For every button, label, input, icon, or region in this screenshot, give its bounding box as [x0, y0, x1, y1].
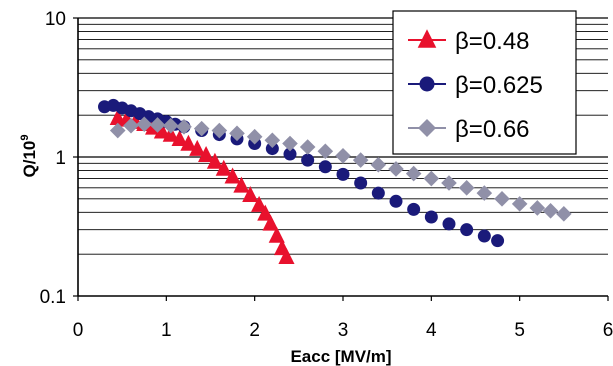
data-point-diamond [136, 116, 153, 133]
data-point-triangle [206, 152, 223, 169]
x-tick-label: 0 [73, 320, 84, 341]
data-point-diamond [542, 203, 559, 219]
data-point-diamond [441, 175, 457, 191]
data-point-circle [442, 217, 456, 231]
data-point-triangle [233, 176, 250, 193]
data-point-diamond [370, 156, 387, 173]
data-point-diamond [317, 143, 334, 160]
data-point-diamond [511, 196, 528, 212]
data-point-triangle [180, 134, 197, 151]
series-diamond [109, 116, 572, 222]
data-point-diamond [211, 122, 228, 139]
data-point-diamond [405, 165, 422, 182]
x-tick-label: 4 [426, 320, 437, 341]
data-point-triangle [251, 195, 268, 212]
x-tick-label: 1 [161, 320, 172, 341]
y-axis-title-base: Q/10 [20, 141, 39, 178]
legend-label-circle: β=0.625 [455, 72, 543, 99]
data-point-diamond [352, 152, 369, 168]
data-point-triangle [257, 204, 274, 221]
data-point-triangle [242, 186, 259, 203]
data-point-circle [354, 176, 368, 190]
data-point-circle [371, 186, 385, 200]
data-point-diamond [229, 125, 245, 142]
y-tick-label: 0.1 [40, 287, 66, 308]
data-point-diamond [335, 148, 351, 164]
data-point-triangle [224, 167, 241, 184]
data-point-triangle [189, 139, 206, 156]
data-point-diamond [264, 132, 281, 149]
y-tick-label: 10 [45, 9, 66, 30]
data-point-circle [491, 234, 505, 248]
data-point-diamond [123, 117, 139, 134]
axis-ticks: 0 1 2 3 4 5 6 0.1 1 10 [40, 9, 613, 341]
data-point-diamond [193, 120, 210, 137]
y-tick-label: 1 [55, 148, 66, 169]
data-point-triangle [262, 214, 279, 231]
data-point-triangle [215, 159, 232, 176]
data-point-circle [283, 147, 297, 161]
data-point-circle [336, 167, 350, 181]
data-point-triangle [198, 145, 215, 162]
legend: β=0.48 β=0.625 β=0.66 [392, 10, 577, 155]
data-point-diamond [109, 122, 126, 139]
legend-label-triangle: β=0.48 [455, 28, 530, 55]
data-point-diamond [388, 161, 404, 177]
data-point-diamond [299, 139, 316, 155]
y-axis-title: Q/109 [19, 135, 39, 178]
series-circle [98, 98, 505, 248]
data-point-diamond [494, 191, 510, 207]
data-point-diamond [529, 200, 546, 216]
data-point-circle [389, 194, 403, 208]
data-series [98, 98, 572, 264]
data-point-diamond [246, 128, 263, 145]
data-point-diamond [476, 185, 493, 201]
legend-marker-diamond [418, 119, 436, 137]
data-point-diamond [282, 135, 298, 152]
x-tick-label: 2 [249, 320, 260, 341]
data-point-circle [318, 160, 332, 174]
data-point-circle [301, 153, 315, 167]
data-point-circle [477, 229, 491, 243]
data-point-diamond [423, 170, 440, 187]
x-axis-title: Eacc [MV/m] [290, 347, 391, 366]
x-tick-label: 5 [514, 320, 525, 341]
data-point-circle [407, 202, 421, 216]
data-point-triangle [171, 130, 188, 147]
legend-label-diamond: β=0.66 [455, 116, 530, 143]
data-point-triangle [278, 247, 295, 264]
legend-marker-circle [419, 76, 435, 92]
x-tick-label: 6 [603, 320, 613, 341]
data-point-diamond [556, 206, 572, 222]
data-point-circle [265, 142, 279, 156]
data-point-circle [424, 210, 438, 224]
data-point-triangle [153, 122, 170, 139]
data-point-circle [460, 223, 474, 237]
data-point-diamond [162, 117, 179, 134]
data-point-diamond [149, 117, 166, 133]
y-axis-title-exponent: 9 [19, 135, 31, 141]
data-point-triangle [162, 125, 179, 142]
data-point-triangle [268, 226, 285, 243]
data-point-diamond [458, 180, 475, 196]
legend-marker-triangle [417, 29, 437, 48]
x-tick-label: 3 [338, 320, 349, 341]
data-point-diamond [176, 118, 192, 135]
